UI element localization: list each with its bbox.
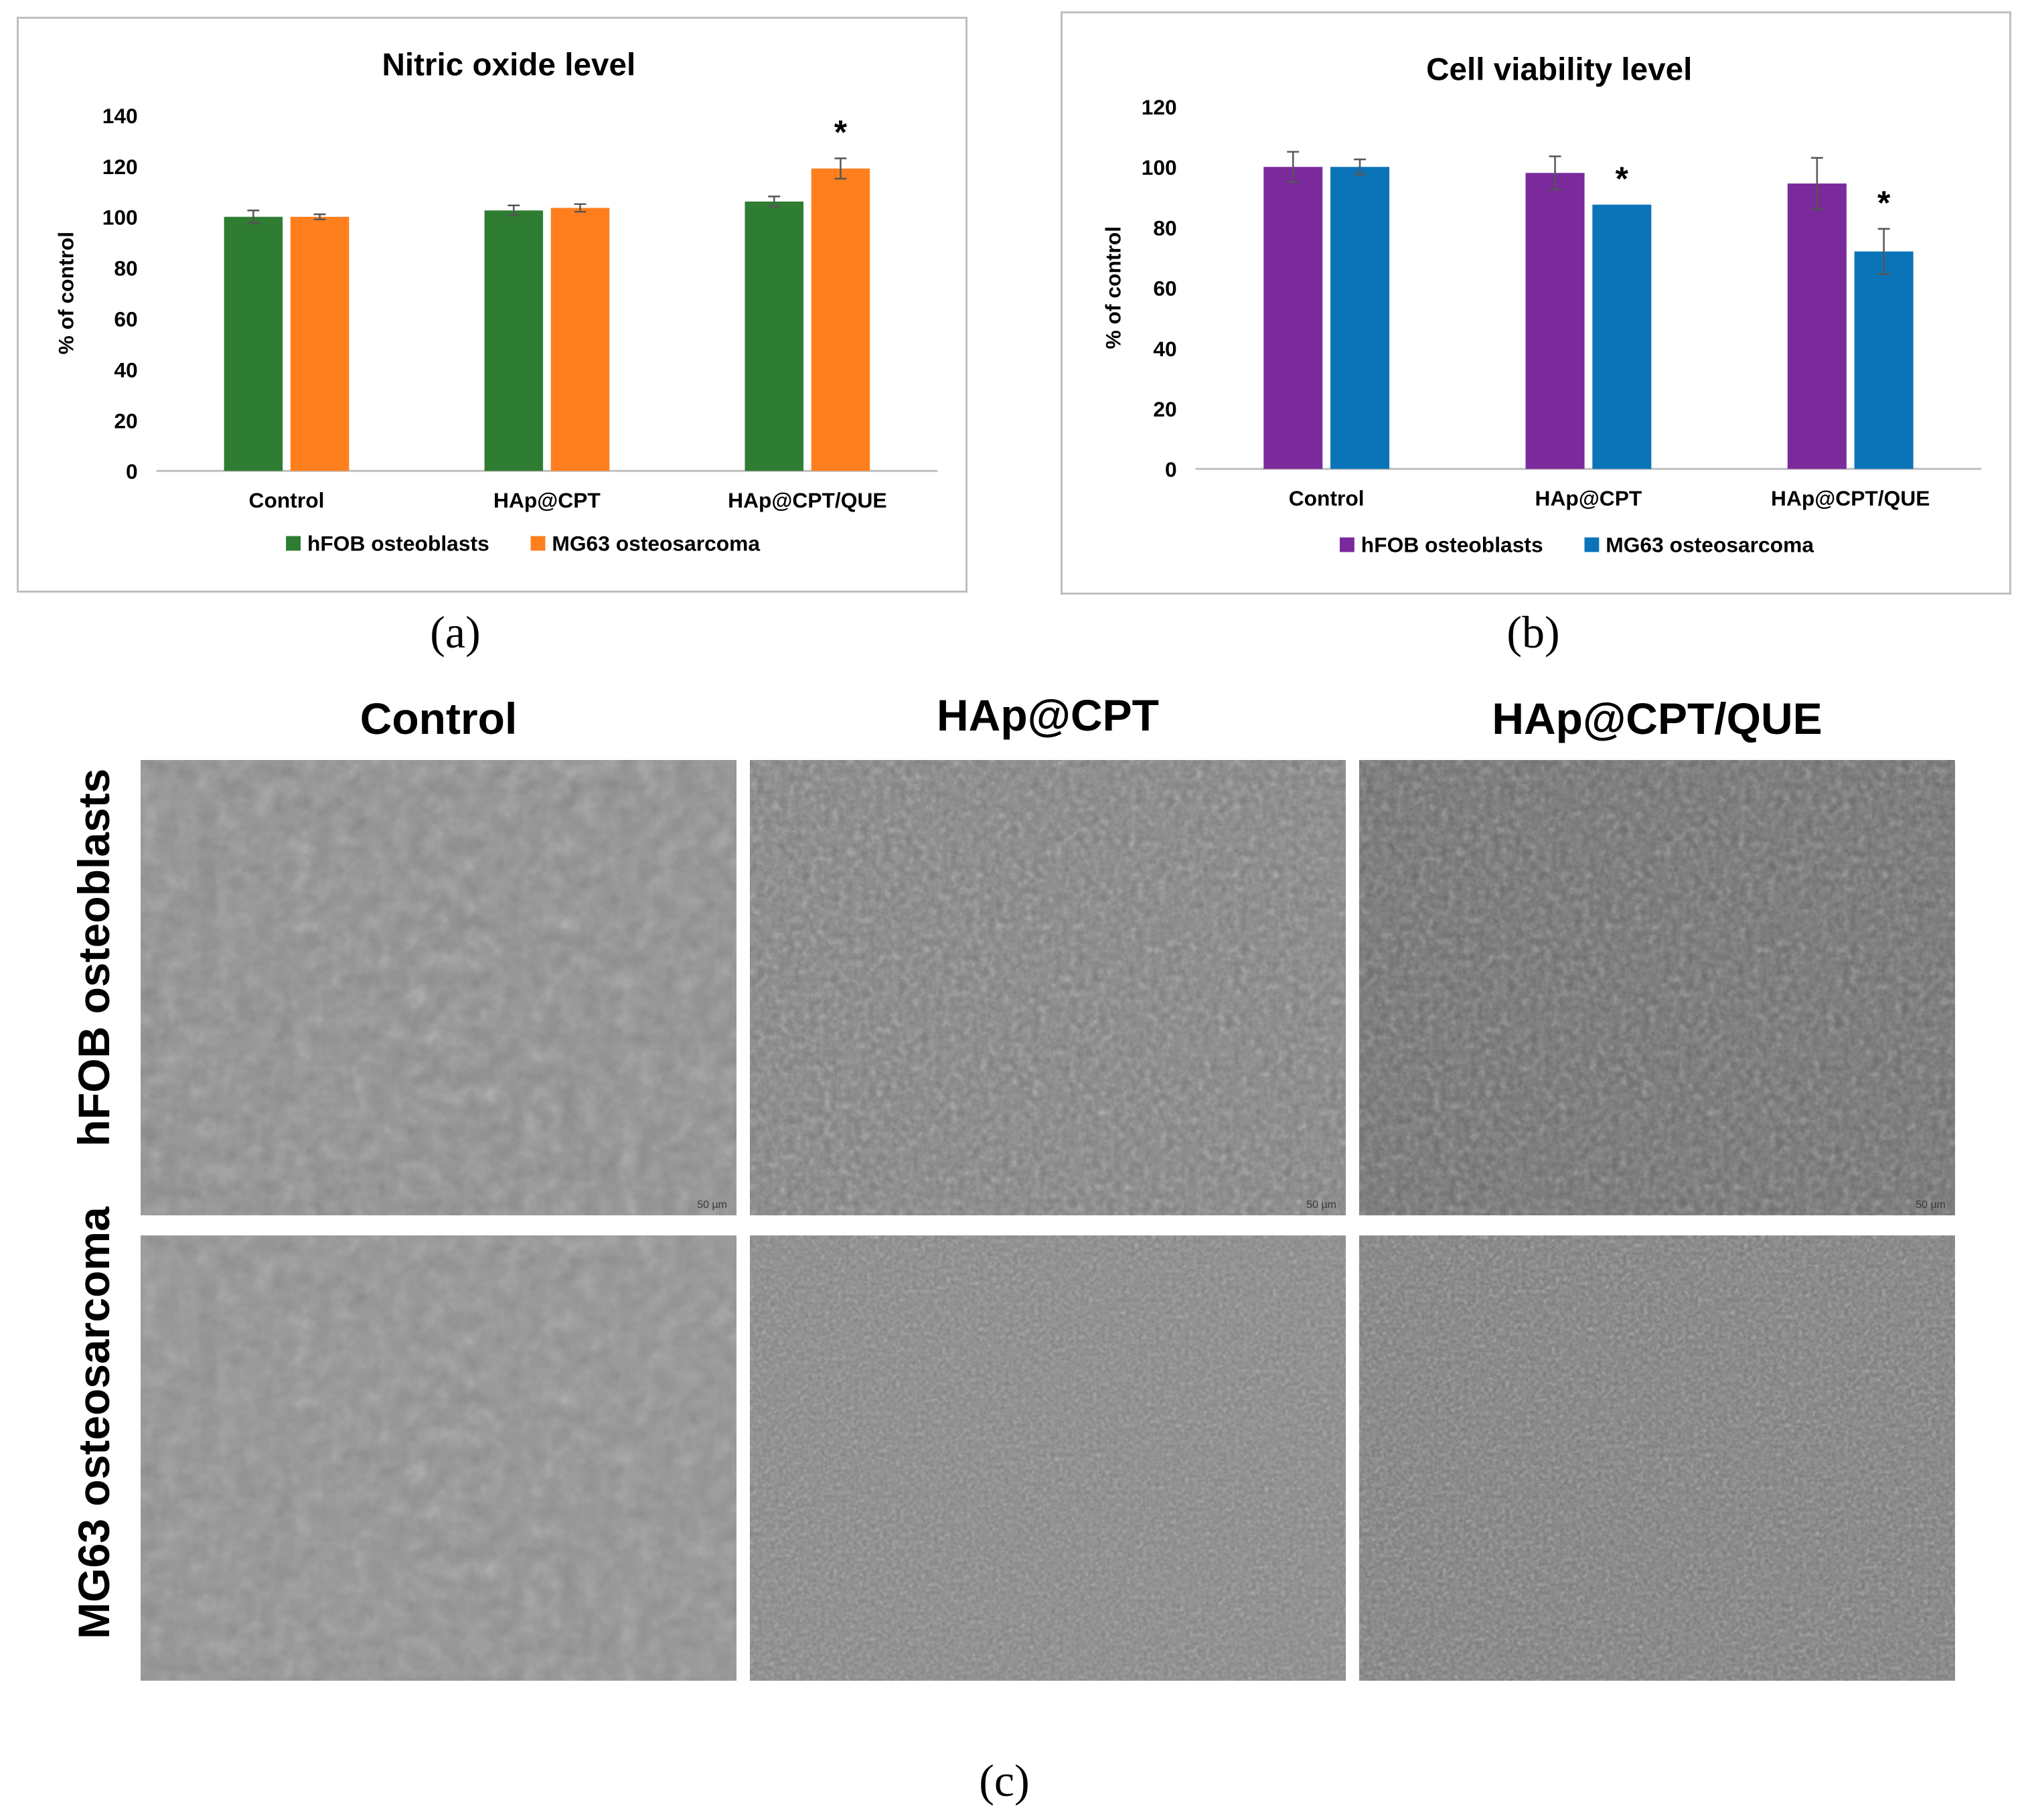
bar: [290, 216, 349, 471]
y-tick-label: 0: [126, 459, 138, 483]
y-tick-label: 120: [1142, 95, 1177, 119]
cell-image: [750, 760, 1346, 1215]
bar: [811, 168, 870, 471]
chart-title: Nitric oxide level: [382, 47, 635, 82]
micrograph-hfob-control: 50 µm: [141, 760, 736, 1215]
bar: [1787, 183, 1847, 469]
legend-swatch: [1584, 537, 1600, 552]
y-tick-label: 20: [114, 408, 137, 433]
bar: [1854, 251, 1914, 469]
y-tick-label: 100: [1142, 155, 1177, 179]
nitric-oxide-chart-svg: Nitric oxide level % of control 0 20 40 60 80 1…: [54, 47, 938, 555]
y-tick-label: 60: [114, 307, 137, 331]
x-tick-label: Control: [1289, 486, 1365, 510]
x-tick-label: HAp@CPT: [1535, 486, 1642, 510]
panel-label-b: (b): [1506, 607, 1560, 658]
x-tick-label: HAp@CPT/QUE: [1771, 486, 1930, 510]
cell-image: [141, 1235, 736, 1681]
bar: [550, 208, 610, 471]
bar: [224, 216, 283, 471]
cell-image: [1359, 760, 1955, 1215]
bar: [745, 202, 804, 471]
y-tick-label: 100: [102, 206, 138, 230]
x-tick-label: HAp@CPT: [493, 488, 601, 512]
panel-label-c: (c): [979, 1755, 1030, 1806]
micrograph-mg63-control: [141, 1235, 736, 1681]
cell-image: [1359, 1235, 1955, 1681]
y-tick-label: 140: [102, 104, 138, 128]
y-axis-label: % of control: [54, 232, 78, 355]
cell-image: [141, 760, 736, 1215]
legend-swatch: [286, 536, 301, 551]
y-tick-label: 20: [1153, 397, 1176, 421]
nitric-oxide-chart: Nitric oxide level % of control 0 20 40 60 80 1…: [17, 17, 967, 593]
micrograph-mg63-hap-cpt: [750, 1235, 1346, 1681]
significance-mark: *: [834, 114, 848, 151]
scale-bar: 50 µm: [1306, 1199, 1336, 1211]
legend-label: hFOB osteoblasts: [1361, 532, 1543, 556]
chart-title: Cell viability level: [1426, 52, 1692, 87]
column-title-control: Control: [360, 694, 518, 743]
column-title-hap-cpt: HAp@CPT: [937, 690, 1159, 740]
bar: [1592, 204, 1652, 469]
bar: [1525, 173, 1585, 469]
significance-mark: *: [1877, 184, 1891, 222]
legend-label: hFOB osteoblasts: [307, 531, 489, 555]
y-tick-label: 80: [114, 256, 137, 281]
bar: [1263, 167, 1323, 469]
bar: [484, 210, 544, 471]
micrograph-mg63-hap-cpt-que: [1359, 1235, 1955, 1681]
panel-label-a: (a): [430, 607, 481, 658]
cell-viability-chart: Cell viability level % of control 0 20 40 60 8…: [1061, 11, 2011, 595]
y-tick-label: 60: [1153, 277, 1176, 301]
legend-swatch: [1340, 537, 1354, 552]
bar: [1330, 167, 1390, 469]
micrograph-hfob-hap-cpt-que: 50 µm: [1359, 760, 1955, 1215]
x-tick-label: Control: [249, 488, 325, 512]
legend-label: MG63 osteosarcoma: [1606, 532, 1814, 556]
row-title-hfob: hFOB osteoblasts: [69, 768, 119, 1147]
y-axis-label: % of control: [1101, 226, 1125, 350]
y-tick-label: 40: [1153, 337, 1176, 361]
cell-image: [750, 1235, 1346, 1681]
y-tick-label: 120: [102, 155, 138, 179]
x-tick-label: HAp@CPT/QUE: [728, 488, 886, 512]
micrograph-hfob-hap-cpt: 50 µm: [750, 760, 1346, 1215]
legend-swatch: [530, 536, 546, 551]
scale-bar: 50 µm: [1916, 1199, 1946, 1211]
legend-label: MG63 osteosarcoma: [552, 531, 760, 555]
significance-mark: *: [1616, 160, 1629, 198]
scale-bar: 50 µm: [697, 1199, 727, 1211]
cell-viability-chart-svg: Cell viability level % of control 0 20 40 60 8…: [1101, 52, 1982, 556]
column-title-hap-cpt-que: HAp@CPT/QUE: [1492, 694, 1822, 743]
y-tick-label: 80: [1153, 216, 1176, 240]
y-tick-label: 0: [1165, 457, 1177, 481]
y-tick-label: 40: [114, 358, 137, 382]
row-title-mg63: MG63 osteosarcoma: [69, 1207, 119, 1639]
